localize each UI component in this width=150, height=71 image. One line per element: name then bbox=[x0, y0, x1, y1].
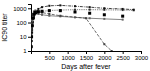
marker bbox=[111, 50, 113, 51]
tick: 2500 bbox=[116, 51, 130, 61]
marker bbox=[31, 31, 33, 33]
marker bbox=[41, 10, 44, 13]
tick-label: 1000 bbox=[13, 6, 27, 12]
tick-label: 3000 bbox=[135, 55, 149, 61]
marker bbox=[122, 19, 124, 21]
tick-mark bbox=[28, 23, 31, 24]
series bbox=[31, 9, 135, 48]
marker bbox=[59, 4, 61, 6]
marker bbox=[121, 15, 124, 18]
marker bbox=[31, 36, 33, 38]
marker bbox=[133, 9, 135, 11]
series bbox=[31, 9, 124, 48]
marker bbox=[31, 24, 34, 27]
marker bbox=[59, 15, 61, 17]
marker bbox=[31, 17, 34, 20]
tick-label: 500 bbox=[45, 55, 56, 61]
marker bbox=[31, 46, 32, 48]
series bbox=[31, 4, 135, 47]
marker bbox=[59, 9, 62, 12]
tick-label: 2500 bbox=[116, 55, 130, 61]
marker bbox=[31, 46, 32, 48]
tick-mark bbox=[123, 51, 124, 54]
tick: 1000 bbox=[61, 51, 75, 61]
tick-label: 10 bbox=[20, 34, 27, 40]
tick-label: 2000 bbox=[98, 55, 112, 61]
tick-mark bbox=[28, 51, 31, 52]
tick: 3000 bbox=[135, 51, 149, 61]
marker bbox=[34, 11, 37, 14]
tick-label: 1 bbox=[23, 48, 27, 54]
tick: 2000 bbox=[98, 51, 112, 61]
axis-line bbox=[28, 5, 32, 52]
marker bbox=[74, 10, 77, 13]
tick-label: 100 bbox=[16, 20, 27, 26]
tick: 1000 bbox=[13, 6, 31, 12]
marker bbox=[74, 9, 76, 11]
marker bbox=[31, 40, 33, 42]
series-line bbox=[31, 10, 133, 47]
tick: 1 bbox=[23, 48, 31, 54]
marker bbox=[31, 40, 33, 42]
tick-mark bbox=[104, 51, 105, 54]
marker bbox=[122, 8, 124, 10]
marker bbox=[34, 12, 36, 14]
marker bbox=[41, 10, 43, 12]
marker bbox=[48, 13, 50, 15]
marker bbox=[37, 10, 39, 12]
tick-label: 1000 bbox=[61, 55, 75, 61]
marker bbox=[34, 12, 36, 14]
marker bbox=[37, 10, 40, 13]
tick-mark bbox=[68, 51, 69, 54]
marker bbox=[74, 5, 76, 7]
tick: 500 bbox=[45, 51, 56, 61]
marker bbox=[89, 17, 91, 19]
tick: 100 bbox=[16, 20, 31, 26]
tick-mark bbox=[141, 51, 142, 54]
series bbox=[31, 12, 124, 48]
marker bbox=[48, 15, 50, 17]
tick-mark bbox=[49, 51, 50, 54]
marker bbox=[31, 46, 32, 48]
marker bbox=[48, 5, 50, 7]
tick-mark bbox=[28, 37, 31, 38]
marker bbox=[88, 12, 91, 15]
marker bbox=[41, 14, 43, 16]
marker bbox=[48, 9, 51, 12]
y-axis-title: IC90 titer bbox=[1, 13, 8, 42]
tick-label: 1500 bbox=[80, 55, 94, 61]
series bbox=[31, 9, 113, 51]
marker bbox=[31, 46, 32, 48]
marker bbox=[103, 43, 105, 45]
plot-area bbox=[31, 4, 135, 51]
marker bbox=[103, 13, 106, 16]
chart: 500 1000 1500 2000 2500 3000 1 10 100 1000 Days af… bbox=[0, 0, 150, 71]
marker bbox=[48, 9, 50, 11]
x-axis: 500 1000 1500 2000 2500 3000 bbox=[32, 51, 149, 61]
marker bbox=[37, 8, 39, 10]
tick-mark bbox=[28, 8, 31, 9]
marker bbox=[103, 18, 105, 20]
marker bbox=[89, 9, 91, 11]
axis-line bbox=[32, 52, 142, 55]
marker bbox=[59, 15, 61, 17]
series-line bbox=[31, 10, 111, 51]
marker bbox=[85, 17, 87, 19]
tick: 1500 bbox=[80, 51, 94, 61]
x-axis-title: Days after fever bbox=[61, 63, 111, 71]
tick-mark bbox=[86, 51, 87, 54]
marker bbox=[133, 9, 135, 11]
marker bbox=[89, 6, 91, 8]
marker bbox=[31, 35, 33, 38]
tick: 10 bbox=[20, 34, 31, 40]
marker bbox=[31, 45, 33, 48]
marker bbox=[103, 7, 105, 9]
marker bbox=[31, 31, 33, 33]
marker bbox=[41, 6, 43, 8]
y-axis: 1 10 100 1000 bbox=[13, 5, 31, 55]
series-line bbox=[31, 5, 133, 46]
